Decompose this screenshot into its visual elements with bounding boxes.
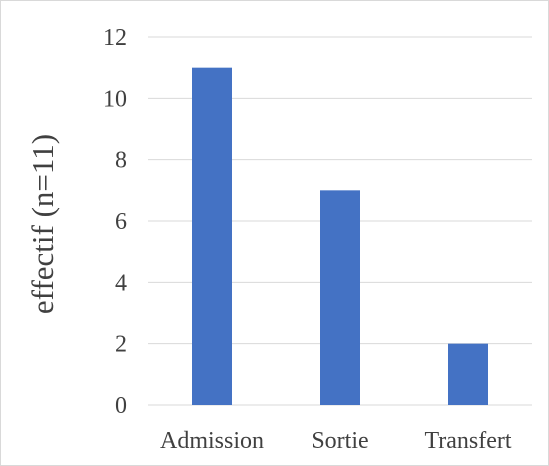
y-tick-label: 6: [115, 209, 127, 235]
bars: [192, 67, 488, 406]
bar-sortie: [320, 190, 360, 405]
y-tick-label: 2: [115, 332, 127, 358]
x-tick-label: Sortie: [311, 428, 368, 454]
x-tick-label: Transfert: [424, 428, 511, 454]
x-axis-ticks: Admission Sortie Transfert: [160, 428, 512, 454]
y-tick-label: 10: [103, 86, 127, 112]
y-axis-title: effectif (n=11): [25, 134, 60, 314]
y-axis-ticks: 0 2 4 6 8 10 12: [103, 25, 127, 419]
bar-admission: [192, 67, 232, 406]
y-tick-label: 0: [115, 393, 127, 419]
bar-transfert: [448, 343, 488, 405]
y-tick-label: 12: [103, 25, 127, 51]
y-tick-label: 8: [115, 148, 127, 174]
x-tick-label: Admission: [160, 428, 264, 454]
y-tick-label: 4: [115, 270, 127, 296]
